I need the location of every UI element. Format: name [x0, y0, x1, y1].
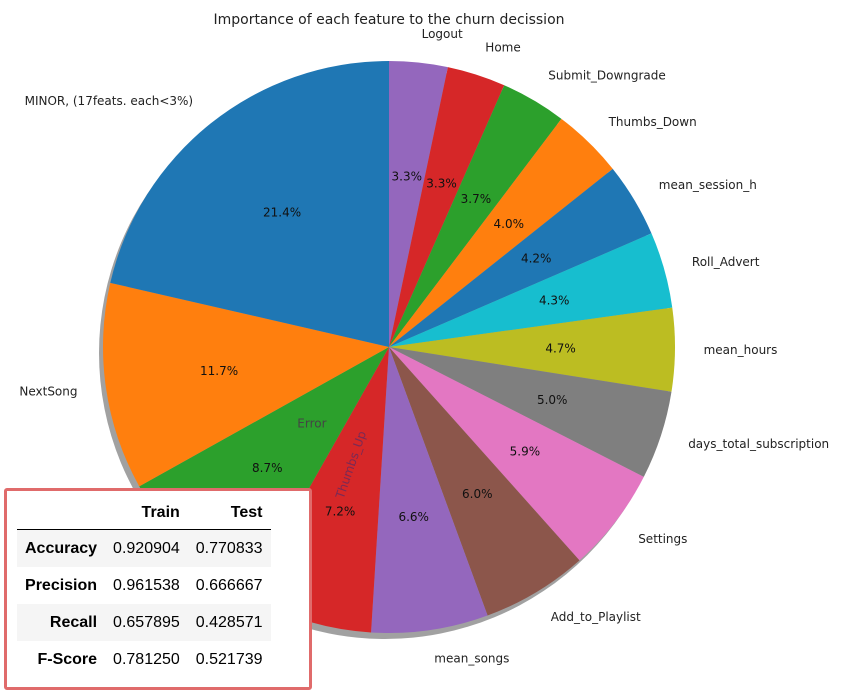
- pie-pct-label-settings: 5.9%: [510, 445, 541, 459]
- metric-name: F-Score: [37, 650, 98, 668]
- metrics-header-row: Train Test: [17, 497, 271, 530]
- metrics-row-fscore: F-Score 0.781250 0.521739: [17, 641, 271, 678]
- metrics-header-train: Train: [105, 497, 188, 530]
- pie-category-label-nextsong: NextSong: [19, 384, 77, 398]
- pie-slice-mean-songs: [371, 347, 488, 634]
- pie-slice-roll-advert: [389, 233, 673, 347]
- pie-category-label-minor-17feats-each-3: MINOR, (17feats. each<3%): [25, 94, 194, 108]
- pie-pct-label-mean-session-h: 4.2%: [521, 252, 552, 266]
- metrics-row-precision: Precision 0.961538 0.666667: [17, 567, 271, 604]
- pie-category-label-logout: Logout: [422, 27, 463, 41]
- pie-category-label-mean-songs: mean_songs: [434, 651, 509, 665]
- pie-pct-label-home: 3.3%: [426, 177, 457, 191]
- pie-pct-label-mean-songs: 6.6%: [398, 510, 429, 524]
- pie-slice-thumbs-down: [389, 118, 613, 347]
- metric-name: Precision: [25, 576, 98, 594]
- metric-name: Recall: [49, 613, 98, 631]
- pie-slices: [103, 61, 675, 634]
- metric-name: Accuracy: [25, 539, 98, 557]
- metrics-table-box: Train Test Accuracy 0.920904 0.770833 Pr…: [4, 488, 312, 690]
- pie-category-label-settings: Settings: [638, 532, 687, 546]
- metrics-header-blank: [17, 497, 106, 530]
- pie-category-label-roll-advert: Roll_Advert: [692, 255, 760, 269]
- metric-train-value: 0.961538: [113, 576, 180, 594]
- metric-train-value: 0.781250: [113, 650, 180, 668]
- metrics-row-accuracy: Accuracy 0.920904 0.770833: [17, 529, 271, 567]
- pie-pct-label-thumbs-down: 4.0%: [494, 217, 525, 231]
- pie-slice-days-total-subscription: [389, 347, 672, 477]
- metric-test-value: 0.521739: [195, 650, 263, 668]
- pie-pct-label-submit-downgrade: 3.7%: [461, 192, 492, 206]
- pie-category-label-home: Home: [485, 41, 520, 55]
- pie-category-label-error: Error: [297, 417, 326, 431]
- pie-pct-label-logout: 3.3%: [392, 169, 423, 183]
- pie-slice-home: [389, 67, 505, 347]
- metrics-header-test: Test: [187, 497, 271, 530]
- metrics-table: Train Test Accuracy 0.920904 0.770833 Pr…: [17, 497, 271, 678]
- pie-slice-add-to-playlist: [389, 347, 580, 616]
- pie-pct-label-roll-advert: 4.3%: [539, 294, 570, 308]
- pie-slice-settings: [389, 347, 644, 561]
- pie-slice-mean-hours: [389, 307, 675, 392]
- pie-category-label-mean-session-h: mean_session_h: [659, 178, 757, 192]
- pie-pct-label-days-total-subscription: 5.0%: [537, 393, 568, 407]
- metric-test-value: 0.666667: [195, 576, 263, 594]
- pie-slice-submit-downgrade: [389, 85, 562, 348]
- pie-slice-logout: [389, 61, 448, 347]
- pie-category-label-days-total-subscription: days_total_subscription: [688, 437, 829, 451]
- pie-slice-nextsong: [103, 282, 390, 487]
- pie-pct-label-add-to-playlist: 6.0%: [462, 487, 493, 501]
- metric-train-value: 0.920904: [113, 539, 180, 557]
- metric-test-value: 0.428571: [195, 613, 263, 631]
- pie-pct-label-nextsong: 11.7%: [200, 364, 238, 378]
- pie-category-label-mean-hours: mean_hours: [704, 343, 778, 357]
- pie-category-label-thumbs-down: Thumbs_Down: [608, 115, 697, 129]
- pie-pct-label-mean-hours: 4.7%: [545, 342, 576, 356]
- chart-title: Importance of each feature to the churn …: [213, 12, 564, 28]
- pie-slice-minor-17feats-each-3: [110, 61, 389, 347]
- metrics-row-recall: Recall 0.657895 0.428571: [17, 604, 271, 641]
- pie-category-label-add-to-playlist: Add_to_Playlist: [551, 610, 641, 624]
- pie-pct-label-error: 8.7%: [252, 461, 283, 475]
- pie-pct-label-minor-17feats-each-3: 21.4%: [263, 206, 301, 220]
- pie-pct-label-thumbs-up: 7.2%: [325, 505, 356, 519]
- pie-slice-mean-session-h: [389, 168, 652, 347]
- metric-test-value: 0.770833: [195, 539, 263, 557]
- metric-train-value: 0.657895: [113, 613, 180, 631]
- pie-category-label-submit-downgrade: Submit_Downgrade: [548, 69, 665, 83]
